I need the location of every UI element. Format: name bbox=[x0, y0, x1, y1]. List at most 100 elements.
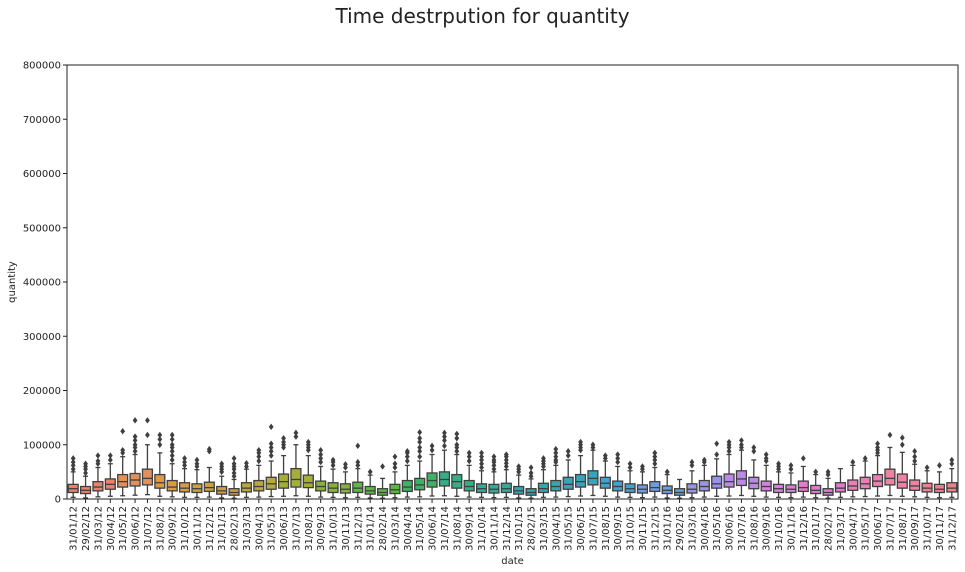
box-31/01/16 bbox=[661, 468, 673, 499]
box-31/12/15 bbox=[649, 449, 661, 498]
box-iqr bbox=[735, 470, 748, 487]
outlier-point bbox=[553, 449, 559, 457]
x-tick-label: 30/04/17 bbox=[848, 506, 859, 551]
outlier-point bbox=[244, 463, 249, 470]
x-tick-label: 30/04/16 bbox=[700, 506, 711, 551]
box-30/06/17 bbox=[871, 440, 884, 497]
box-30/09/15 bbox=[612, 451, 624, 498]
outlier-point bbox=[788, 462, 794, 469]
box-iqr bbox=[117, 473, 129, 488]
outlier-point bbox=[479, 460, 484, 467]
outlier-point bbox=[132, 433, 138, 440]
box-31/10/12 bbox=[178, 455, 191, 499]
outlier-point bbox=[95, 457, 101, 465]
outlier-point bbox=[145, 417, 150, 424]
outlier-point bbox=[380, 463, 385, 470]
box-iqr bbox=[463, 479, 475, 492]
outlier-point bbox=[924, 464, 930, 471]
outlier-point bbox=[95, 452, 101, 459]
outlier-point bbox=[392, 460, 398, 467]
x-tick-label: 30/04/13 bbox=[254, 506, 265, 551]
box-30/09/12 bbox=[166, 431, 178, 498]
box-iqr bbox=[649, 480, 661, 493]
y-tick-label: 700000 bbox=[23, 115, 61, 126]
box-30/09/17 bbox=[909, 448, 921, 498]
box-30/11/12 bbox=[191, 456, 203, 499]
x-axis: 31/01/12 29/02/12 31/03/12 30/04/12 31/05/12… bbox=[69, 499, 958, 551]
outlier-point bbox=[169, 431, 175, 439]
x-tick-label: 31/12/15 bbox=[650, 506, 661, 551]
box-iqr bbox=[896, 473, 908, 489]
box-28/02/17 bbox=[822, 468, 834, 499]
outlier-point bbox=[442, 429, 447, 437]
outlier-point bbox=[132, 441, 138, 448]
outlier-point bbox=[763, 455, 769, 462]
y-tick-label: 800000 bbox=[23, 61, 61, 72]
outlier-point bbox=[491, 465, 497, 473]
outlier-point bbox=[516, 463, 522, 470]
x-tick-label: 31/07/14 bbox=[440, 506, 451, 551]
outlier-point bbox=[355, 462, 361, 469]
outlier-point bbox=[268, 440, 274, 447]
outlier-point bbox=[652, 449, 658, 457]
x-tick-label: 31/08/16 bbox=[749, 506, 760, 551]
outlier-point bbox=[268, 448, 274, 455]
outlier-point bbox=[305, 438, 311, 446]
outlier-point bbox=[206, 445, 212, 453]
outlier-point bbox=[268, 423, 274, 431]
outlier-point bbox=[417, 438, 423, 446]
outlier-point bbox=[565, 448, 571, 455]
x-tick-label: 30/06/16 bbox=[725, 506, 736, 551]
box-iqr bbox=[166, 479, 178, 492]
outlier-point bbox=[751, 448, 757, 455]
box-31/10/14 bbox=[475, 449, 488, 499]
outlier-point bbox=[268, 452, 274, 459]
box-31/05/16 bbox=[711, 440, 723, 497]
box-31/08/14 bbox=[451, 430, 463, 497]
box-31/07/15 bbox=[587, 441, 599, 497]
x-tick-label: 30/11/14 bbox=[489, 506, 500, 551]
outlier-point bbox=[701, 456, 707, 464]
box-31/05/15 bbox=[562, 448, 574, 498]
outlier-point bbox=[107, 456, 113, 464]
box-31/12/14 bbox=[500, 451, 512, 499]
x-tick-label: 30/11/17 bbox=[935, 506, 946, 551]
box-31/01/14 bbox=[364, 468, 376, 499]
outlier-point bbox=[169, 436, 175, 443]
outlier-point bbox=[553, 456, 559, 464]
outlier-point bbox=[417, 448, 423, 455]
outlier-point bbox=[813, 468, 819, 476]
x-tick-label: 30/06/14 bbox=[428, 506, 439, 551]
box-iqr bbox=[178, 482, 191, 493]
x-tick-label: 31/10/16 bbox=[774, 506, 785, 551]
outlier-point bbox=[479, 464, 484, 471]
outlier-point bbox=[120, 427, 126, 435]
outlier-point bbox=[887, 431, 893, 439]
x-tick-label: 31/03/13 bbox=[242, 506, 253, 551]
x-tick-label: 31/12/16 bbox=[799, 506, 810, 551]
y-tick-label: 500000 bbox=[23, 223, 61, 234]
box-30/11/14 bbox=[488, 453, 500, 499]
box-31/07/17 bbox=[884, 431, 896, 497]
y-axis-label: quantity bbox=[7, 261, 18, 303]
outlier-point bbox=[739, 441, 744, 448]
x-tick-label: 31/07/17 bbox=[885, 506, 896, 551]
box-31/05/13 bbox=[265, 423, 277, 498]
outlier-point bbox=[664, 468, 670, 476]
x-tick-label: 31/10/14 bbox=[477, 506, 488, 551]
x-tick-label: 31/12/12 bbox=[205, 506, 216, 551]
x-tick-label: 31/08/17 bbox=[898, 506, 909, 551]
outlier-point bbox=[466, 449, 472, 457]
outlier-point bbox=[466, 457, 472, 465]
outlier-point bbox=[937, 462, 942, 469]
x-tick-label: 31/07/12 bbox=[143, 506, 154, 551]
x-tick-label: 31/10/17 bbox=[923, 506, 934, 551]
outlier-point bbox=[318, 458, 324, 466]
outlier-point bbox=[479, 453, 484, 460]
box-31/03/12 bbox=[92, 452, 104, 498]
outlier-point bbox=[479, 449, 484, 457]
outlier-point bbox=[640, 463, 645, 470]
outlier-point bbox=[454, 435, 460, 442]
box-30/06/14 bbox=[426, 442, 438, 497]
outlier-point bbox=[652, 456, 658, 464]
